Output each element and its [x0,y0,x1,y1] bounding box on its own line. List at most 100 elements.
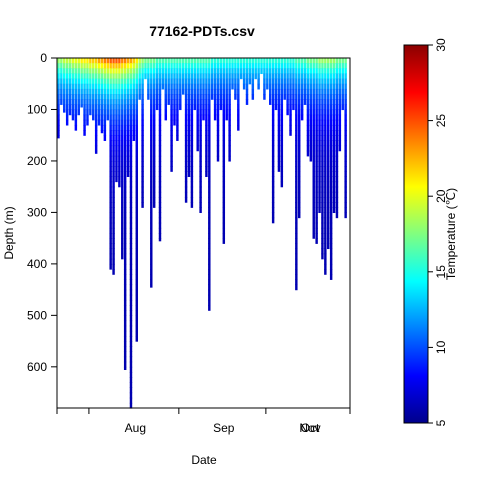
profile-cell [210,58,214,64]
profile-cell [181,83,185,90]
profile-cell [77,63,80,69]
profile-cell [298,73,301,80]
profile-cell [269,88,272,95]
profile-cell [152,78,156,85]
profile-cell [158,88,162,95]
profile-cell [315,191,318,198]
profile-cell [234,94,237,100]
profile-cell [332,114,336,121]
profile-cell [164,58,168,64]
profile-cell [190,119,194,126]
profile-cell [135,99,138,105]
profile-column [309,58,313,162]
profile-cell [109,263,112,270]
profile-cell [280,124,284,131]
profile-cell [338,109,342,116]
profile-cell [329,212,333,219]
profile-cell [83,94,86,100]
profile-cell [176,94,179,100]
profile-cell [312,212,315,219]
profile-cell [324,160,327,167]
profile-cell [135,171,138,177]
profile-cell [60,68,63,75]
profile-cell [245,99,249,105]
profile-cell [327,99,330,105]
profile-column [237,58,240,131]
profile-cell [234,58,237,64]
profile-cell [144,58,147,64]
profile-cell [150,83,153,90]
profile-cell [80,63,83,69]
profile-column [321,58,324,260]
profile-column [202,58,205,121]
profile-cell [260,58,263,64]
profile-cell [138,83,141,90]
profile-cell [341,78,344,85]
profile-column [260,58,263,75]
profile-cell [161,63,165,69]
profile-cell [309,88,313,95]
profile-cell [306,63,310,69]
profile-cell [97,88,101,95]
profile-cell [219,104,223,111]
profile-cell [237,63,240,69]
profile-cell [300,104,304,111]
profile-cell [129,377,133,383]
profile-cell [176,114,179,121]
profile-cell [324,119,327,126]
profile-cell [118,119,121,126]
profile-cell [312,99,315,105]
profile-cell [234,78,237,85]
profile-cell [170,124,173,131]
profile-cell [150,150,153,157]
profile-cell [271,140,275,147]
profile-cell [167,63,170,69]
profile-cell [327,233,330,239]
profile-cell [321,181,324,188]
profile-cell [184,124,188,131]
profile-cell [298,166,301,172]
profile-cell [158,212,162,219]
profile-cell [324,94,327,100]
profile-cell [222,160,226,167]
profile-cell [283,58,286,64]
profile-cell [222,176,226,183]
profile-cell [280,145,284,152]
profile-cell [121,119,124,126]
profile-cell [213,68,217,75]
profile-cell [271,83,275,90]
profile-cell [193,104,197,111]
profile-cell [321,83,324,90]
profile-cell [344,68,347,75]
profile-cell [80,88,83,95]
profile-cell [222,181,226,188]
profile-cell [309,78,313,85]
profile-cell [170,78,173,85]
profile-cell [329,269,333,275]
profile-column [106,58,109,121]
profile-cell [298,119,301,126]
profile-cell [112,207,115,214]
profile-cell [132,73,136,80]
profile-cell [115,88,118,95]
profile-cell [309,99,313,105]
profile-cell [100,78,104,85]
profile-cell [86,104,89,111]
profile-cell [216,145,220,152]
profile-cell [327,104,330,111]
profile-cell [158,217,162,224]
profile-cell [158,191,162,198]
profile-cell [123,222,127,229]
profile-cell [318,78,321,85]
profile-cell [222,114,226,121]
profile-cell [271,124,275,131]
profile-cell [190,171,194,177]
profile-cell [141,150,144,157]
profile-cell [68,88,72,95]
profile-cell [309,140,313,147]
profile-cell [286,83,289,90]
profile-cell [216,73,220,80]
profile-cell [94,68,98,75]
profile-cell [158,186,162,193]
profile-cell [280,78,284,85]
